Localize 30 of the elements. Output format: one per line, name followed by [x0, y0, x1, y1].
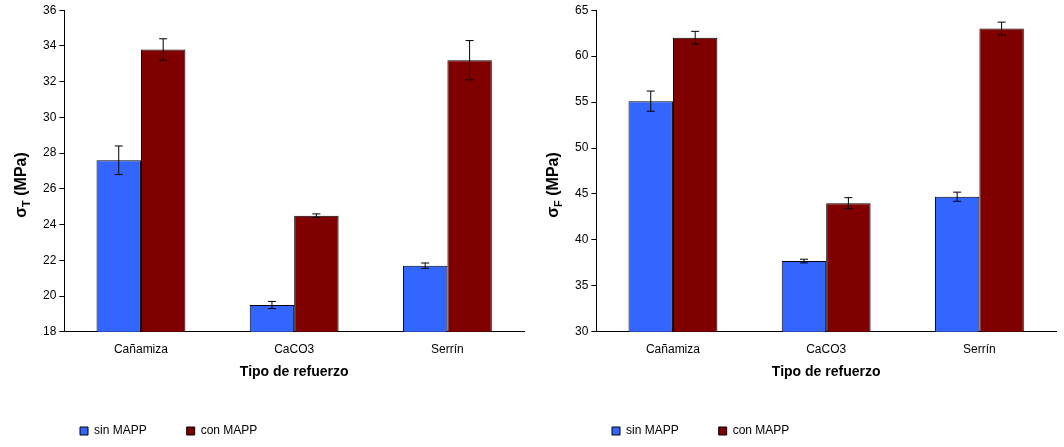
legend-label: sin MAPP [626, 423, 679, 438]
legend-label: sin MAPP [94, 423, 147, 438]
y-tick-label: 30 [42, 109, 57, 124]
y-tick-label: 18 [42, 324, 57, 339]
x-axis-title: Tipo de refuerzo [239, 363, 349, 380]
legend-label: con MAPP [732, 423, 790, 438]
x-tick-label: CaCO3 [806, 342, 847, 357]
y-tick-label: 65 [574, 2, 589, 17]
y-tick-label: 30 [574, 324, 589, 339]
y-tick-label: 26 [42, 181, 57, 196]
y-tick-label: 60 [574, 48, 589, 63]
y-tick-label: 22 [42, 252, 57, 267]
x-tick-label: Serrín [431, 342, 464, 357]
y-tick-label: 20 [42, 288, 57, 303]
y-tick-label: 40 [574, 232, 589, 247]
y-tick-label: 45 [574, 186, 589, 201]
y-tick-label: 32 [42, 73, 57, 88]
x-tick-label: Cañamiza [645, 342, 701, 357]
y-tick-label: 28 [42, 145, 57, 160]
x-tick-label: Cañamiza [113, 342, 169, 357]
y-tick-label: 50 [574, 140, 589, 155]
x-axis-title: Tipo de refuerzo [771, 363, 881, 380]
y-tick-label: 36 [42, 2, 57, 17]
x-tick-label: Serrín [963, 342, 996, 357]
legend-label: con MAPP [200, 423, 258, 438]
y-tick-label: 34 [42, 38, 57, 53]
x-tick-label: CaCO3 [274, 342, 315, 357]
y-tick-label: 55 [574, 94, 589, 109]
y-tick-label: 35 [574, 278, 589, 293]
y-tick-label: 24 [42, 216, 57, 231]
